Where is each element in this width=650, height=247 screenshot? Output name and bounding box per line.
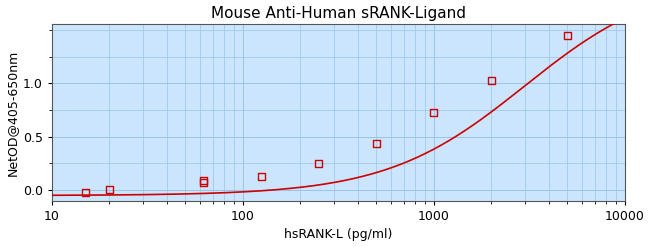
Title: Mouse Anti-Human sRANK-Ligand: Mouse Anti-Human sRANK-Ligand [211, 5, 465, 21]
Point [104, 187, 114, 191]
Point [486, 78, 496, 82]
Point [371, 141, 382, 145]
Point [562, 33, 572, 37]
Point [428, 110, 439, 114]
Y-axis label: NetOD@405-650nm: NetOD@405-650nm [6, 50, 19, 176]
Point [313, 162, 324, 165]
Point [256, 174, 266, 178]
Point [80, 190, 90, 194]
Point [198, 181, 208, 185]
X-axis label: hsRANK-L (pg/ml): hsRANK-L (pg/ml) [284, 228, 393, 242]
Point [198, 179, 208, 183]
